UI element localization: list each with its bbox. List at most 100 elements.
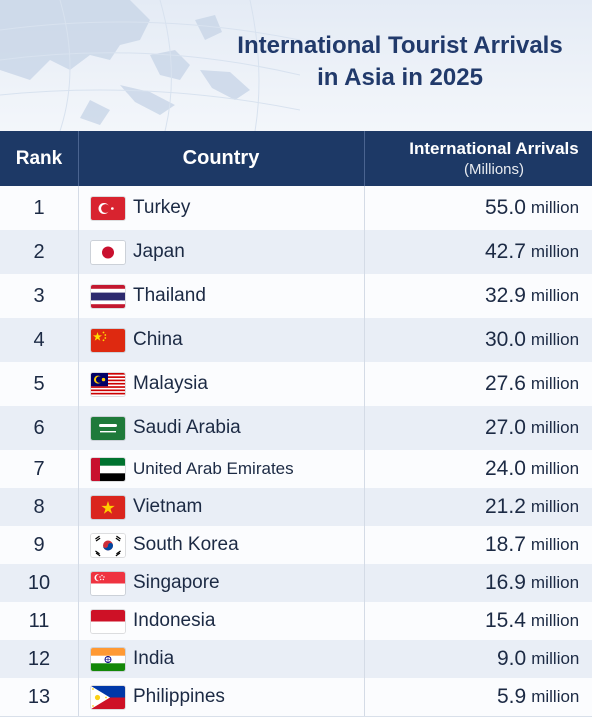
- rank-cell: 13: [27, 685, 51, 708]
- rank-cell: 9: [33, 533, 45, 556]
- table-row: 5 Malaysia 27.6 million: [0, 362, 592, 407]
- rank-cell: 12: [27, 647, 51, 670]
- column-divider: [364, 640, 365, 678]
- column-divider: [78, 488, 79, 526]
- column-divider: [364, 450, 365, 488]
- arrivals-value: 27.6: [485, 372, 526, 395]
- arrivals-unit: million: [530, 286, 580, 305]
- rank-cell: 6: [33, 416, 45, 439]
- philippines-flag-icon: [91, 686, 125, 709]
- arrivals-cell: 27.0 million: [485, 406, 579, 450]
- asia-map-background: [0, 0, 300, 131]
- column-divider: [78, 186, 79, 230]
- country-cell: India: [133, 648, 175, 669]
- rank-cell: 2: [33, 240, 45, 263]
- header-divider: [364, 131, 365, 186]
- arrivals-value: 42.7: [485, 240, 526, 263]
- arrivals-unit: million: [530, 330, 580, 349]
- arrivals-cell: 27.6 million: [485, 362, 579, 406]
- country-cell: South Korea: [133, 534, 239, 555]
- table-row: 12 India 9.0 million: [0, 640, 592, 679]
- arrivals-cell: 21.2 million: [485, 488, 579, 526]
- table-row: 7 United Arab Emirates 24.0 million: [0, 450, 592, 489]
- country-column-header: Country: [182, 147, 260, 169]
- rank-column-header: Rank: [15, 147, 63, 169]
- arrivals-unit: million: [530, 198, 580, 217]
- country-cell: China: [133, 329, 183, 350]
- arrivals-header-label: International Arrivals: [409, 139, 579, 158]
- column-divider: [364, 406, 365, 450]
- arrivals-unit: million: [530, 573, 580, 592]
- column-divider: [364, 230, 365, 274]
- arrivals-cell: 55.0 million: [485, 186, 579, 230]
- column-divider: [78, 362, 79, 406]
- table-row: 6 Saudi Arabia 27.0 million: [0, 406, 592, 451]
- column-divider: [364, 318, 365, 362]
- page-header: International Tourist Arrivals in Asia i…: [0, 0, 592, 131]
- title-line-2: in Asia in 2025: [317, 64, 483, 91]
- table-row: 13 Philippines 5.9 million: [0, 678, 592, 717]
- country-cell: Singapore: [133, 572, 220, 593]
- vietnam-flag-icon: [91, 496, 125, 519]
- south-korea-flag-icon: [91, 534, 125, 557]
- rank-cell: 1: [33, 196, 45, 219]
- arrivals-unit: million: [530, 374, 580, 393]
- column-divider: [78, 640, 79, 678]
- arrivals-column-header: International Arrivals (Millions): [364, 131, 592, 186]
- arrivals-table: Rank Country International Arrivals (Mil…: [0, 131, 592, 717]
- column-divider: [364, 678, 365, 716]
- rank-cell: 3: [33, 284, 45, 307]
- indonesia-flag-icon: [91, 610, 125, 633]
- uae-flag-icon: [91, 458, 125, 481]
- china-flag-icon: [91, 329, 125, 352]
- arrivals-cell: 16.9 million: [485, 564, 579, 602]
- arrivals-cell: 9.0 million: [497, 640, 579, 678]
- arrivals-cell: 30.0 million: [485, 318, 579, 362]
- arrivals-unit: million: [531, 687, 580, 706]
- table-row: 2 Japan 42.7 million: [0, 230, 592, 275]
- table-row: 3 Thailand 32.9 million: [0, 274, 592, 319]
- arrivals-cell: 24.0 million: [485, 450, 579, 488]
- title-line-1: International Tourist Arrivals: [237, 32, 563, 59]
- table-row: 8 Vietnam 21.2 million: [0, 488, 592, 527]
- table-row: 9 South Korea 18.7 million: [0, 526, 592, 565]
- rank-cell: 10: [27, 571, 51, 594]
- rank-cell: 8: [33, 495, 45, 518]
- page-title: International Tourist Arrivals in Asia i…: [210, 30, 590, 94]
- column-divider: [78, 274, 79, 318]
- malaysia-flag-icon: [91, 373, 125, 396]
- country-cell: Philippines: [133, 686, 225, 707]
- column-divider: [364, 274, 365, 318]
- rank-cell: 7: [33, 457, 45, 480]
- country-cell: Saudi Arabia: [133, 417, 241, 438]
- column-divider: [364, 186, 365, 230]
- arrivals-value: 55.0: [485, 196, 526, 219]
- arrivals-value: 18.7: [485, 533, 526, 556]
- column-divider: [78, 526, 79, 564]
- arrivals-cell: 5.9 million: [497, 678, 579, 716]
- arrivals-unit: million: [530, 611, 580, 630]
- column-divider: [78, 318, 79, 362]
- arrivals-value: 24.0: [485, 457, 526, 480]
- rank-cell: 4: [33, 328, 45, 351]
- column-divider: [78, 406, 79, 450]
- arrivals-header-unit: (Millions): [464, 161, 524, 178]
- column-divider: [364, 362, 365, 406]
- country-cell: Thailand: [133, 285, 206, 306]
- japan-flag-icon: [91, 241, 125, 264]
- rank-cell: 5: [33, 372, 45, 395]
- india-flag-icon: [91, 648, 125, 671]
- column-divider: [78, 230, 79, 274]
- arrivals-value: 30.0: [485, 328, 526, 351]
- thailand-flag-icon: [91, 285, 125, 308]
- header-divider: [78, 131, 79, 186]
- country-cell: Japan: [133, 241, 185, 262]
- country-cell: Indonesia: [133, 610, 216, 631]
- table-header: Rank Country International Arrivals (Mil…: [0, 131, 592, 186]
- table-row: 1 Turkey 55.0 million: [0, 186, 592, 231]
- arrivals-value: 32.9: [485, 284, 526, 307]
- arrivals-unit: million: [530, 497, 580, 516]
- arrivals-value: 21.2: [485, 495, 526, 518]
- arrivals-value: 27.0: [485, 416, 526, 439]
- table-row: 10 Singapore 16.9 million: [0, 564, 592, 603]
